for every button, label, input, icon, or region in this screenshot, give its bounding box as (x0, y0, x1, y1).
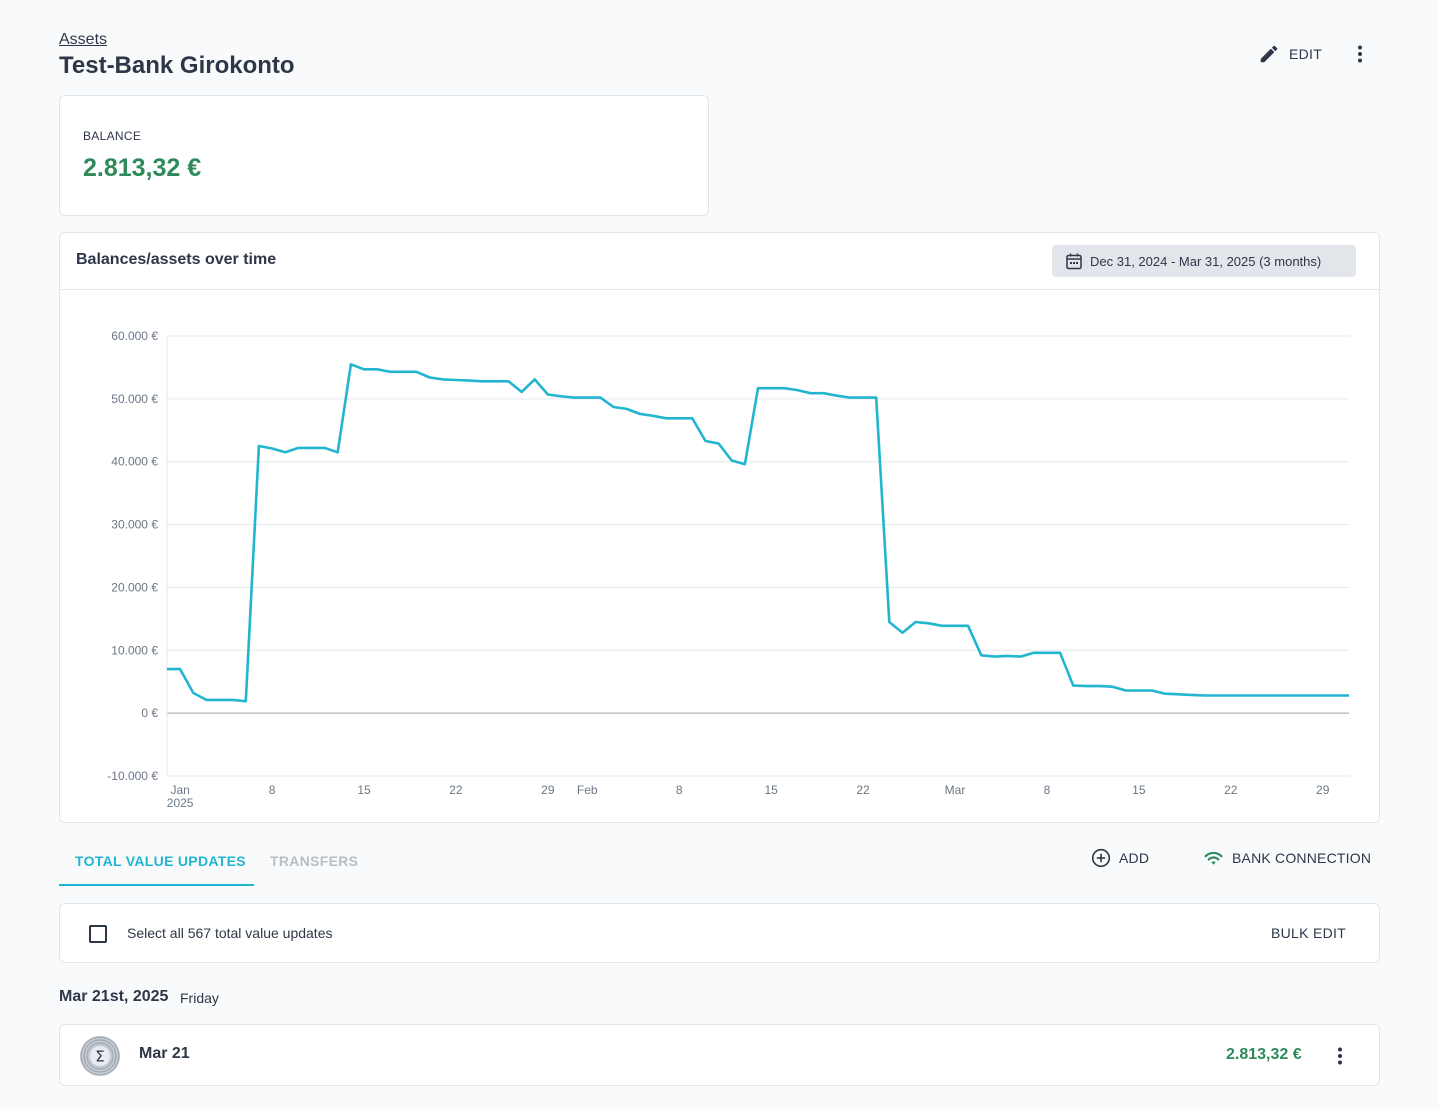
x-tick-label: Mar (945, 783, 966, 797)
add-circle-icon (1091, 848, 1111, 868)
x-tick-label: 22 (449, 783, 463, 797)
select-all-checkbox[interactable] (89, 925, 107, 943)
balance-line-chart: 60.000 € 50.000 € 40.000 € 30.000 € 20.000 €… (107, 329, 1349, 810)
y-tick-label: 40.000 € (111, 455, 158, 469)
bank-connection-label: BANK CONNECTION (1232, 850, 1372, 866)
chart-header: Balances/assets over time Dec 31, 2024 -… (60, 233, 1379, 290)
chart-card: Balances/assets over time Dec 31, 2024 -… (59, 232, 1380, 823)
y-tick-label: 60.000 € (111, 329, 158, 343)
x-tick-label: 22 (1224, 783, 1238, 797)
calendar-icon (1066, 253, 1082, 269)
x-tick-label: 8 (1044, 783, 1051, 797)
breadcrumb-assets[interactable]: Assets (59, 31, 108, 48)
edit-button[interactable]: EDIT (1258, 40, 1322, 68)
date-group-weekday: Friday (180, 990, 219, 1006)
x-tick-label: 29 (541, 783, 555, 797)
tab-total-value-updates[interactable]: TOTAL VALUE UPDATES (75, 853, 246, 869)
x-tick-label: 15 (357, 783, 371, 797)
bank-connection-button[interactable]: BANK CONNECTION (1203, 847, 1371, 869)
y-tick-label: 20.000 € (111, 580, 158, 594)
x-tick-label: 8 (676, 783, 683, 797)
tab-transfers[interactable]: TRANSFERS (270, 853, 359, 869)
x-tick-label: 29 (1316, 783, 1330, 797)
x-tick-label: 22 (856, 783, 870, 797)
y-tick-label: 10.000 € (111, 643, 158, 657)
select-all-label: Select all 567 total value updates (127, 925, 333, 941)
select-all-bar: Select all 567 total value updates BULK … (59, 903, 1380, 963)
list-item[interactable]: Σ Mar 21 2.813,32 € (59, 1024, 1380, 1086)
x-tick-label: 15 (764, 783, 778, 797)
add-label: ADD (1119, 850, 1150, 866)
balance-label: BALANCE (83, 129, 142, 143)
page-title: Test-Bank Girokonto (59, 52, 295, 79)
x-tick-label: 15 (1132, 783, 1146, 797)
svg-text:Σ: Σ (95, 1048, 104, 1066)
x-tick-label: Jan (170, 783, 189, 797)
x-tick-label: Feb (577, 783, 598, 797)
y-tick-label: -10.000 € (107, 769, 158, 783)
bulk-edit-button[interactable]: BULK EDIT (1271, 925, 1347, 941)
date-group-title: Mar 21st, 2025 (59, 988, 169, 1005)
sigma-icon: Σ (80, 1036, 120, 1076)
wifi-icon (1204, 851, 1223, 865)
entry-more-button[interactable] (1326, 1042, 1354, 1070)
more-vert-icon (1358, 45, 1362, 63)
active-tab-indicator (59, 884, 254, 886)
date-range-label: Dec 31, 2024 - Mar 31, 2025 (3 months) (1090, 253, 1322, 269)
y-tick-label: 30.000 € (111, 518, 158, 532)
edit-label: EDIT (1289, 46, 1323, 62)
entry-title: Mar 21 (139, 1045, 190, 1062)
y-tick-label: 0 € (141, 706, 158, 720)
page-more-button[interactable] (1346, 40, 1374, 68)
avatar: Σ (80, 1036, 120, 1076)
balance-value: 2.813,32 € (83, 154, 202, 182)
entry-amount: 2.813,32 € (1226, 1046, 1302, 1063)
add-button[interactable]: ADD (1091, 847, 1149, 869)
x-tick-sublabel: 2025 (167, 796, 194, 810)
more-vert-icon (1338, 1047, 1342, 1065)
chart-title: Balances/assets over time (76, 251, 277, 268)
date-range-button[interactable]: Dec 31, 2024 - Mar 31, 2025 (3 months) (1052, 245, 1356, 277)
balance-card: BALANCE 2.813,32 € (59, 95, 709, 216)
y-tick-label: 50.000 € (111, 392, 158, 406)
series-line (167, 363, 1349, 703)
x-tick-label: 8 (269, 783, 276, 797)
pencil-icon (1260, 45, 1278, 63)
